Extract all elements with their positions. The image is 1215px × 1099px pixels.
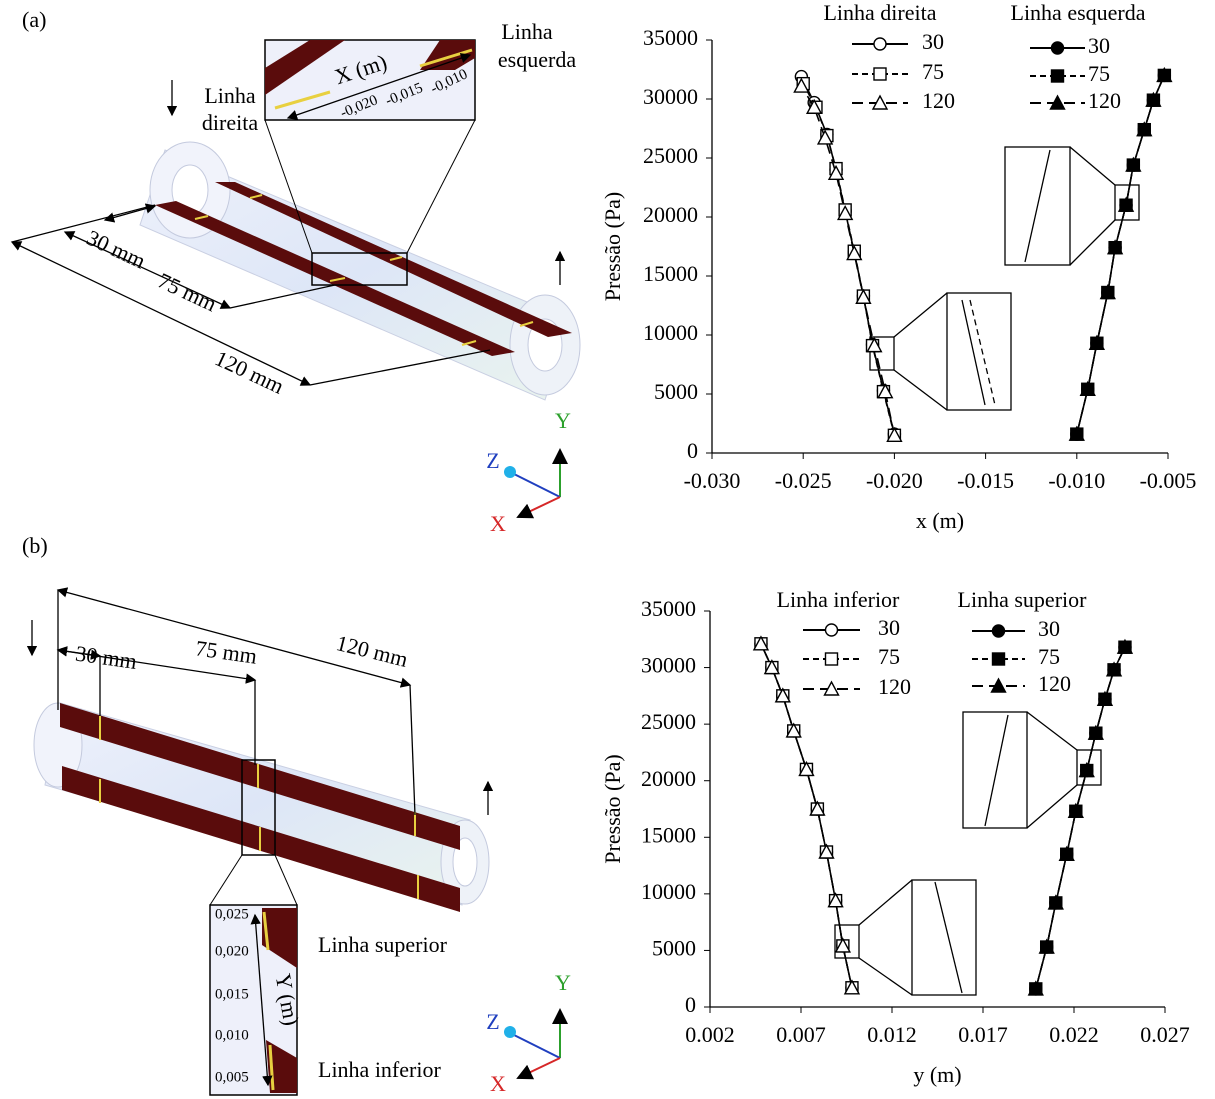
y-tick-label: 25000 — [641, 709, 696, 734]
chart-zoom-insets — [835, 147, 1139, 995]
y-tick-label: 25000 — [643, 143, 698, 168]
axis-label: X — [490, 1071, 506, 1096]
inset-tick: 0,025 — [215, 906, 249, 922]
inset-tick: 0,005 — [215, 1069, 249, 1085]
legend-label: 30 — [1038, 616, 1060, 641]
axis-triad — [504, 1010, 560, 1078]
x-tick-label: -0.010 — [1048, 468, 1105, 493]
x-tick-label: 0.007 — [776, 1022, 826, 1047]
inset-tick: 0,020 — [215, 943, 249, 959]
zoom-line — [210, 855, 242, 905]
x-tick-label: -0.020 — [866, 468, 923, 493]
line-label: direita — [202, 110, 258, 135]
x-tick-label: -0.030 — [684, 468, 741, 493]
x-tick-label: 0.002 — [685, 1022, 735, 1047]
diagram-a: (a) 30 mm 75 mm 120 mm X (m) -0,010 -0,0… — [12, 7, 580, 536]
y-axis-title: Pressão (Pa) — [600, 754, 625, 863]
y-tick-label: 30000 — [643, 84, 698, 109]
y-tick-label: 5000 — [654, 379, 698, 404]
legend-label: 120 — [922, 88, 955, 113]
dimension-label: 30 mm — [83, 225, 150, 274]
series-line — [801, 86, 894, 435]
y-tick-label: 35000 — [641, 596, 696, 621]
y-tick-label: 20000 — [643, 202, 698, 227]
legend-label: 75 — [1088, 61, 1110, 86]
legend-label: 30 — [1088, 33, 1110, 58]
zoom-line — [275, 855, 297, 905]
line-label: Linha — [204, 83, 256, 108]
legend-label: 30 — [878, 615, 900, 640]
x-tick-label: 0.027 — [1140, 1022, 1190, 1047]
line-label: Linha inferior — [318, 1057, 441, 1082]
legend-marker — [993, 653, 1005, 665]
x-tick-label: -0.015 — [957, 468, 1014, 493]
legend-label: 30 — [922, 29, 944, 54]
legend-label: 75 — [922, 59, 944, 84]
legend-title: Linha inferior — [777, 587, 900, 612]
legend-label: 120 — [878, 674, 911, 699]
y-tick-label: 15000 — [641, 822, 696, 847]
y-tick-label: 0 — [685, 992, 696, 1017]
panel-label: (b) — [22, 533, 48, 558]
line-label: Linha — [501, 19, 553, 44]
x-axis-title: x (m) — [916, 508, 964, 533]
x-tick-label: -0.025 — [775, 468, 832, 493]
legend-marker — [1052, 70, 1064, 82]
y-axis-title: Pressão (Pa) — [600, 192, 625, 301]
dimension-label: 30 mm — [74, 641, 139, 674]
y-tick-label: 5000 — [652, 935, 696, 960]
axis-label: Z — [486, 1009, 499, 1034]
dimension-label: 120 mm — [334, 630, 411, 672]
axis-label: Y — [555, 970, 571, 995]
x-axis-title: y (m) — [913, 1062, 961, 1087]
y-tick-label: 35000 — [643, 25, 698, 50]
axis-label: X — [490, 511, 506, 536]
line-label: Linha superior — [318, 932, 448, 957]
dimension-label: 120 mm — [211, 345, 287, 398]
series-line — [1077, 75, 1165, 434]
x-tick-label: 0.022 — [1049, 1022, 1099, 1047]
legend-label: 75 — [1038, 644, 1060, 669]
zoom-line — [407, 120, 475, 253]
inset-tick: 0,010 — [215, 1027, 249, 1043]
diagram-b: (b) 30 mm 75 mm 120 mm Y (m) 0,025 0,020… — [22, 533, 571, 1096]
dimension-label: 75 mm — [194, 635, 259, 668]
legend-marker — [826, 653, 838, 665]
legend-marker — [874, 38, 886, 50]
panel-label: (a) — [22, 7, 46, 32]
legend-title: Linha direita — [823, 0, 936, 25]
line-label: esquerda — [498, 47, 576, 72]
legend-marker — [826, 624, 838, 636]
axis-label: Z — [486, 448, 499, 473]
figure: (a) 30 mm 75 mm 120 mm X (m) -0,010 -0,0… — [0, 0, 1215, 1099]
x-tick-label: 0.012 — [867, 1022, 917, 1047]
y-tick-label: 20000 — [641, 766, 696, 791]
x-tick-label: 0.017 — [958, 1022, 1008, 1047]
page: (a) 30 mm 75 mm 120 mm X (m) -0,010 -0,0… — [0, 0, 1215, 1099]
dimension-label: 75 mm — [154, 268, 221, 317]
legend-label: 120 — [1038, 671, 1071, 696]
y-tick-label: 0 — [687, 438, 698, 463]
legend-marker — [874, 68, 886, 80]
x-tick-label: -0.005 — [1140, 468, 1197, 493]
legend-title: Linha superior — [958, 587, 1088, 612]
axis-label: Y — [555, 408, 571, 433]
legend-marker — [1052, 42, 1064, 54]
y-tick-label: 30000 — [641, 653, 696, 678]
axis-triad — [504, 450, 560, 517]
legend-label: 120 — [1088, 88, 1121, 113]
legend-label: 75 — [878, 644, 900, 669]
y-tick-label: 15000 — [643, 261, 698, 286]
y-tick-label: 10000 — [643, 320, 698, 345]
legend-title: Linha esquerda — [1011, 0, 1146, 25]
y-tick-label: 10000 — [641, 879, 696, 904]
inset-tick: 0,015 — [215, 986, 249, 1002]
legend-marker — [993, 625, 1005, 637]
